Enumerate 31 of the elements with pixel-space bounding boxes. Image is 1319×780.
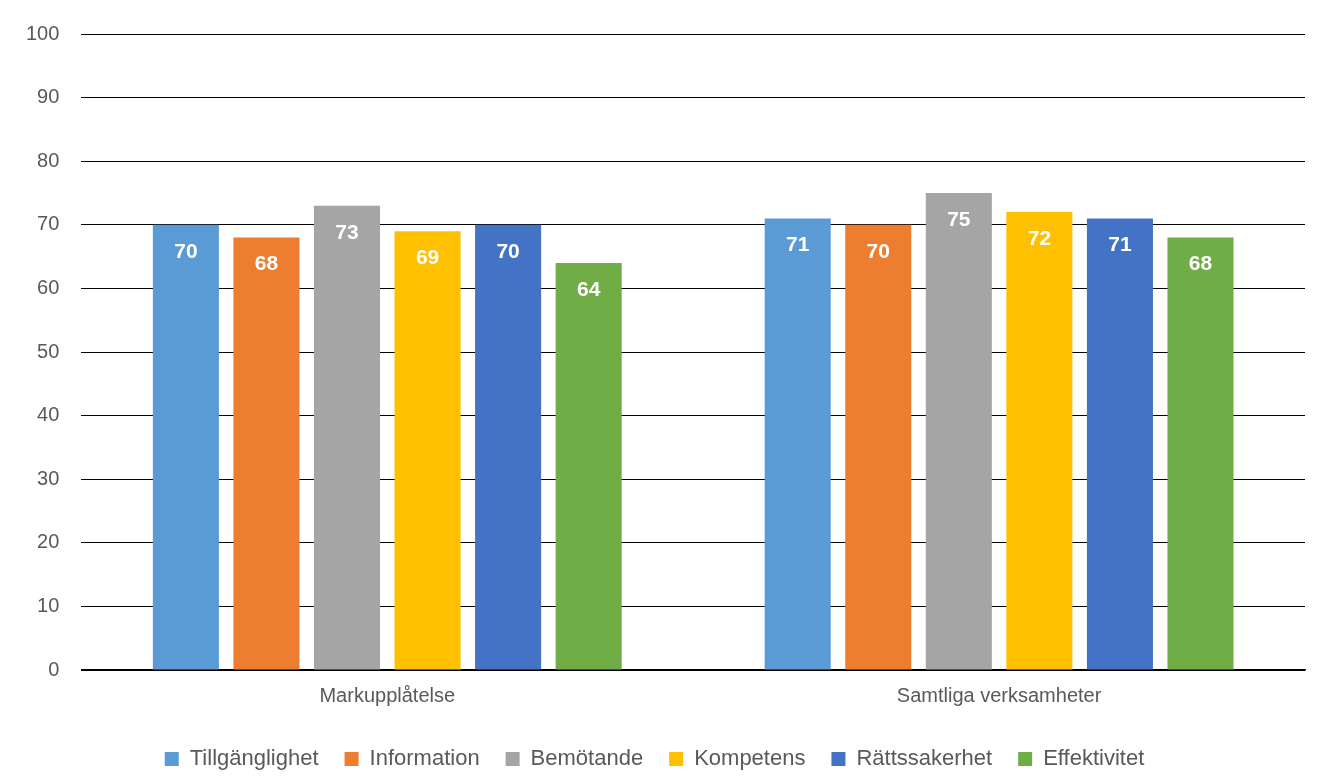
data-label: 72 [1027, 225, 1052, 249]
data-label: 64 [576, 276, 601, 300]
y-tick-label: 20 [37, 530, 60, 553]
data-label: 73 [335, 219, 359, 243]
data-label: 68 [254, 251, 279, 275]
data-label: 70 [496, 238, 520, 262]
y-tick-label: 10 [37, 593, 60, 616]
data-label: 75 [947, 206, 971, 230]
data-label: 69 [415, 244, 440, 268]
data-label: 68 [1188, 251, 1213, 275]
data-label: 70 [174, 238, 198, 262]
legend-label: Bemötande [530, 745, 644, 771]
legend-label: Information [369, 745, 480, 771]
y-tick-label: 80 [37, 148, 60, 171]
y-tick-label: 60 [37, 275, 60, 298]
y-tick-label: 50 [37, 339, 60, 362]
legend-label: Effektivitet [1043, 745, 1145, 771]
y-tick-label: 0 [48, 657, 60, 680]
data-label: 71 [1108, 232, 1132, 256]
legend-label: Tillgänglighet [189, 745, 319, 771]
y-tick-label: 30 [37, 466, 60, 489]
y-tick-label: 90 [37, 85, 60, 108]
x-tick-label: Samtliga verksamheter [896, 683, 1102, 706]
legend-label: Kompetens [694, 745, 806, 771]
data-label: 70 [866, 238, 890, 262]
y-tick-label: 40 [37, 403, 60, 426]
y-tick-label: 70 [37, 212, 60, 235]
x-tick-label: Markupplåtelse [319, 683, 456, 706]
data-label: 71 [786, 232, 810, 256]
legend-label: Rättssakerhet [856, 745, 993, 771]
y-tick-label: 100 [25, 21, 60, 44]
